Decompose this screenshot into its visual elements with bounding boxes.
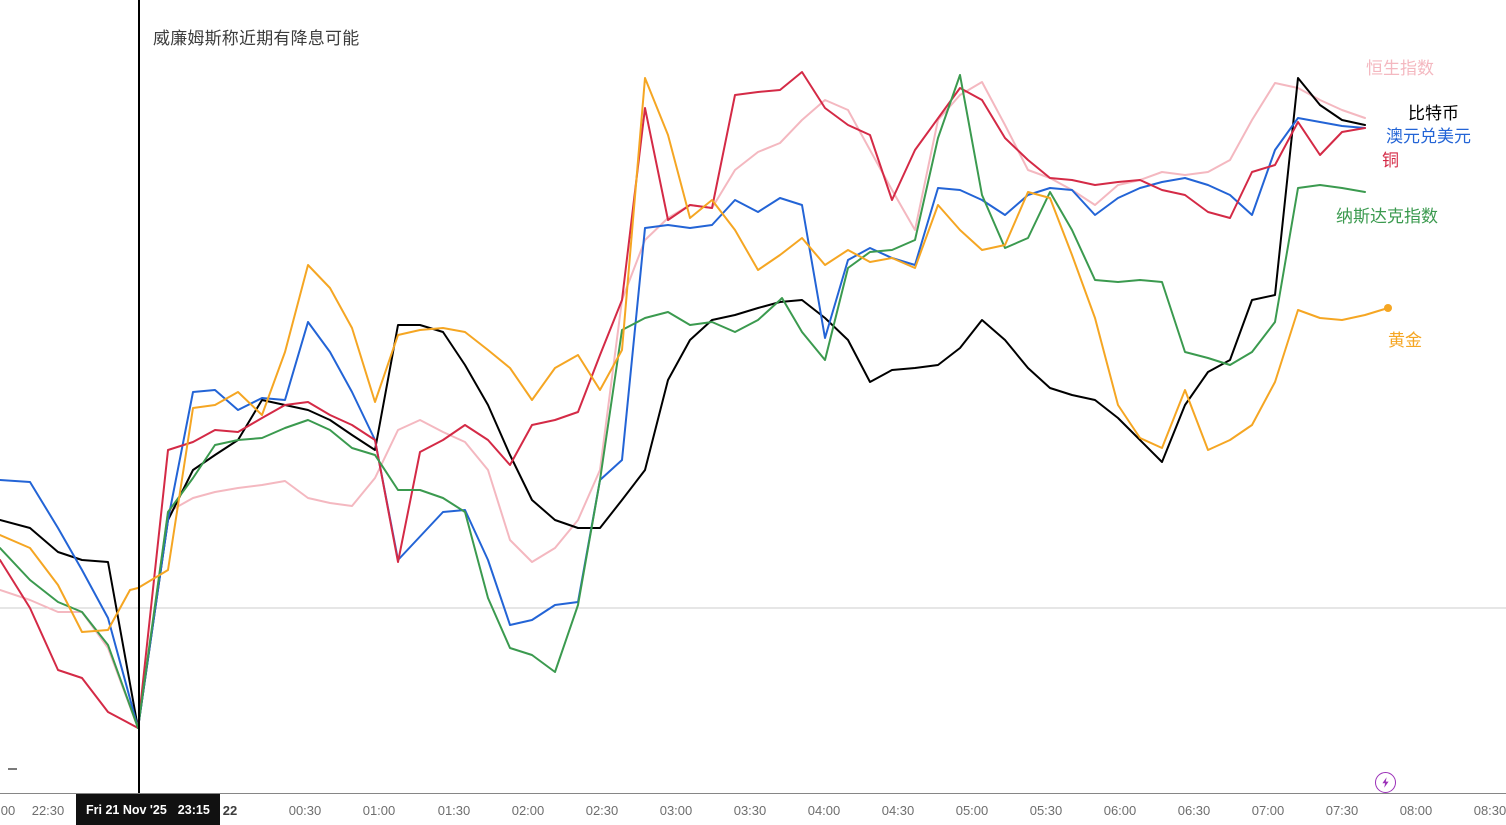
x-axis-tick-label: 01:00 — [362, 803, 396, 818]
axis-tick-stub — [8, 768, 17, 770]
x-axis-tick-label: 00 — [0, 803, 16, 818]
x-axis-tick-label: 22:30 — [31, 803, 65, 818]
crosshair-readout[interactable]: Fri 21 Nov '25 23:15 — [76, 794, 220, 825]
event-marker-line[interactable] — [138, 0, 140, 793]
series-label[interactable]: 铜 — [1382, 151, 1399, 170]
series-label[interactable]: 黄金 — [1388, 331, 1422, 350]
series-line[interactable] — [0, 74, 1366, 729]
x-axis-tick-label: 07:00 — [1251, 803, 1285, 818]
series-line[interactable] — [0, 81, 1366, 729]
x-axis-tick-label: 04:30 — [881, 803, 915, 818]
x-axis-tick-label: 07:30 — [1325, 803, 1359, 818]
series-end-markers — [1384, 304, 1392, 312]
crosshair-time: 23:15 — [177, 803, 210, 817]
series-label[interactable]: 澳元兑美元 — [1386, 127, 1471, 146]
chart-svg — [0, 71, 1506, 729]
x-axis-tick-label: 05:00 — [955, 803, 989, 818]
series-label[interactable]: 纳斯达克指数 — [1336, 207, 1438, 226]
series-label[interactable]: 恒生指数 — [1366, 59, 1434, 78]
x-axis-tick-label: 01:30 — [437, 803, 471, 818]
x-axis-tick-label: 03:30 — [733, 803, 767, 818]
series-line[interactable] — [0, 77, 1389, 633]
series-line[interactable] — [0, 117, 1366, 729]
x-axis-tick-label: 00:30 — [288, 803, 322, 818]
crosshair-date: Fri 21 Nov '25 — [86, 803, 167, 817]
x-axis-tick-label: 02:00 — [511, 803, 545, 818]
series-lines — [0, 71, 1389, 729]
x-axis-tick-label: 22 — [222, 803, 238, 818]
x-axis-tick-label: 08:30 — [1473, 803, 1506, 818]
series-line[interactable] — [0, 77, 1366, 729]
lightning-bolt-icon[interactable] — [1375, 772, 1396, 793]
x-axis-tick-label: 03:00 — [659, 803, 693, 818]
x-axis-tick-label: 02:30 — [585, 803, 619, 818]
series-label[interactable]: 比特币 — [1408, 104, 1459, 123]
series-end-dot — [1384, 304, 1392, 312]
x-axis[interactable]: 00 22:30 22 00:30 01:00 01:30 02:00 02:30 03:00 0… — [0, 793, 1506, 825]
x-axis-tick-label: 08:00 — [1399, 803, 1433, 818]
headline-annotation[interactable]: 威廉姆斯称近期有降息可能 — [153, 29, 360, 48]
x-axis-tick-label: 04:00 — [807, 803, 841, 818]
chart-plot-area[interactable] — [0, 0, 1506, 793]
x-axis-tick-label: 06:00 — [1103, 803, 1137, 818]
x-axis-tick-label: 05:30 — [1029, 803, 1063, 818]
x-axis-tick-label: 06:30 — [1177, 803, 1211, 818]
series-line[interactable] — [0, 71, 1366, 729]
